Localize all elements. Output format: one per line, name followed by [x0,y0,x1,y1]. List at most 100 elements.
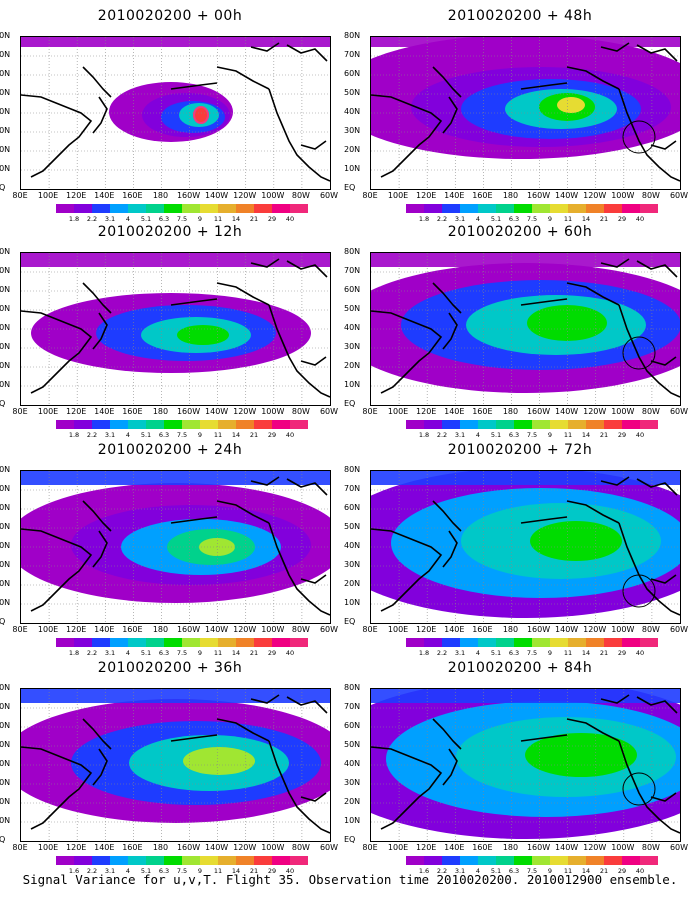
colorbar-swatch [496,420,514,429]
coastline [600,694,678,714]
latitude-label: 40N [0,107,11,116]
latitude-label: EQ [0,835,6,844]
forecast-panel: 2010020200 + 36h 80N 70N 60N 50N 40N 30N 20N 10N… [0,660,340,878]
longitude-label: 120W [233,843,257,852]
colorbar-swatch [110,856,128,865]
colorbar-swatch [128,204,146,213]
colorbar-swatch [442,204,460,213]
colorbar-labels: 1.8 2.2 3.1 4 5.1 6.3 7.5 9 11 14 21 29 40 [406,215,676,223]
colorbar-tick-label: 40 [285,431,295,439]
longitude-label: 100W [611,625,635,634]
longitude-label: 140W [555,843,579,852]
colorbar-swatch [424,420,442,429]
latitude-label: 50N [0,304,11,313]
colorbar-tick-label: 5.1 [490,431,502,439]
longitude-label: 180 [152,625,169,634]
latitude-label: 80N [344,465,361,474]
longitude-label: 60W [669,407,689,416]
longitude-label: 80W [641,625,660,634]
longitude-label: 140W [555,191,579,200]
latitude-label: EQ [0,617,6,626]
colorbar-swatch [532,204,550,213]
latitude-label: EQ [344,617,356,626]
map-svg [371,471,680,623]
colorbar-tick-label: 40 [285,215,295,223]
latitude-label: 60N [0,721,11,730]
colorbar-swatch [604,204,622,213]
colorbar-tick-label: 4 [475,431,481,439]
longitude-label: 140W [205,191,229,200]
colorbar-tick-label: 40 [285,867,295,875]
colorbar-tick-label: 11 [213,649,223,657]
panel-title: 2010020200 + 00h [97,8,243,24]
variance-map [370,688,681,842]
variance-shading [21,471,330,485]
colorbar-swatch [442,638,460,647]
colorbar-swatch [406,420,424,429]
longitude-label: 140E [94,625,115,634]
longitude-label: 120E [66,843,87,852]
latitude-label: 70N [344,266,361,275]
colorbar-swatch [478,420,496,429]
longitude-label: 160E [122,407,143,416]
longitude-label: 160E [122,843,143,852]
colorbar-swatch [424,856,442,865]
latitude-label: 70N [344,50,361,59]
variance-shading [530,521,622,561]
latitude-label: 40N [0,323,11,332]
coastline [170,282,270,306]
longitude-label: 80E [12,843,28,852]
colorbar-tick-label: 1.8 [418,649,430,657]
coastline [442,748,458,786]
colorbar-swatch [56,856,74,865]
panel-title: 2010020200 + 36h [97,660,243,676]
colorbar-tick-label: 21 [599,649,609,657]
coastline [82,282,112,314]
colorbar-tick-label: 21 [599,215,609,223]
colorbar-swatch [272,204,290,213]
colorbar-tick-label: 21 [249,431,259,439]
longitude-label: 160E [122,625,143,634]
colorbar-tick-label: 9 [197,867,203,875]
colorbar-tick-label: 9 [547,867,553,875]
coastline [618,88,680,182]
colorbar-tick-label: 6.3 [158,867,170,875]
latitude-label: 20N [0,361,11,370]
variance-map [20,470,331,624]
longitude-label: 80W [641,191,660,200]
longitude-label: 80E [362,625,378,634]
colorbar-swatch [478,204,496,213]
colorbar-swatch [200,204,218,213]
latitude-label: EQ [344,835,356,844]
latitude-label: 50N [0,88,11,97]
colorbar [406,638,658,647]
latitude-label: 20N [344,145,361,154]
longitude-label: 60W [319,843,339,852]
forecast-panel: 2010020200 + 00h 80N 70N 60N 50N 40N 30N 20N 10N… [0,8,340,226]
colorbar-tick-label: 4 [475,649,481,657]
colorbar-swatch [182,420,200,429]
longitude-label: 140W [555,407,579,416]
longitude-label: 80W [291,407,310,416]
longitude-label: 140E [94,843,115,852]
longitude-label: 80W [291,843,310,852]
coastline [442,530,458,568]
longitude-label: 160E [472,843,493,852]
colorbar-swatch [56,420,74,429]
latitude-label: 60N [344,69,361,78]
colorbar [56,856,308,865]
colorbar-tick-label: 4 [475,867,481,875]
coastline [371,310,443,394]
coastline [82,718,112,750]
colorbar-tick-label: 4 [125,649,131,657]
colorbar-swatch [272,638,290,647]
coastline [600,258,678,278]
coastline [268,304,330,398]
variance-shading [21,253,330,267]
longitude-label: 60W [319,625,339,634]
longitude-label: 160E [472,625,493,634]
colorbar-swatch [532,856,550,865]
longitude-label: 100W [261,843,285,852]
longitude-label: 120E [416,625,437,634]
longitude-label: 120E [416,407,437,416]
